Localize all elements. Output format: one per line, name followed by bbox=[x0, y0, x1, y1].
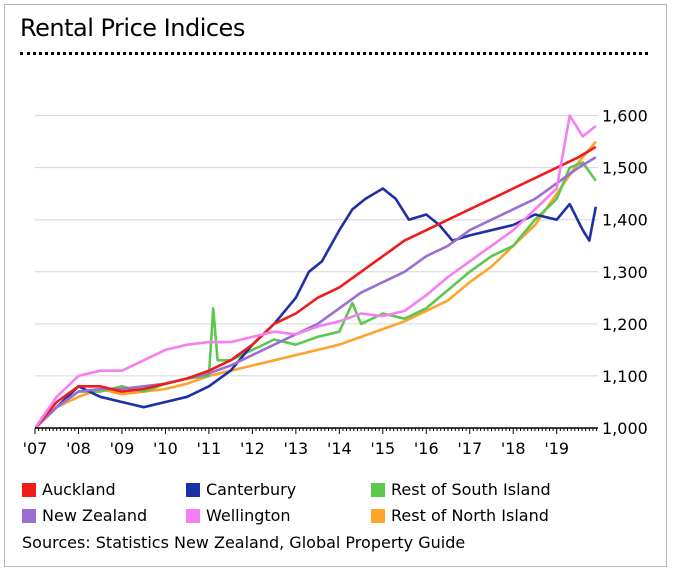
chart-title: Rental Price Indices bbox=[20, 14, 245, 42]
x-tick-label: '16 bbox=[414, 439, 439, 458]
legend-swatch bbox=[371, 483, 385, 497]
series-line-wellington bbox=[35, 114, 597, 428]
x-tick-label: '19 bbox=[544, 439, 569, 458]
y-tick-label: 1,600 bbox=[602, 107, 648, 126]
legend-item-auckland: Auckland bbox=[22, 481, 116, 499]
legend-label: New Zealand bbox=[42, 506, 148, 525]
y-tick-label: 1,500 bbox=[602, 159, 648, 178]
y-tick-label: 1,200 bbox=[602, 315, 648, 334]
line-chart: 1,000 1,100 1,200 1,300 1,400 1,500 1,600 '07 '0… bbox=[23, 107, 648, 458]
series-line-rest-of-north-island bbox=[35, 140, 597, 428]
legend-label: Auckland bbox=[42, 480, 116, 499]
legend-label: Rest of South Island bbox=[391, 480, 551, 499]
series-line-new-zealand bbox=[35, 156, 597, 428]
y-tick-label: 1,100 bbox=[602, 367, 648, 386]
legend-item-canterbury: Canterbury bbox=[186, 481, 296, 499]
x-tick-label: '07 bbox=[23, 439, 48, 458]
legend-item-wellington: Wellington bbox=[186, 507, 291, 525]
x-tick-label: '15 bbox=[370, 439, 395, 458]
sources-note: Sources: Statistics New Zealand, Global … bbox=[22, 533, 466, 552]
chart-frame bbox=[4, 4, 667, 567]
legend-swatch bbox=[371, 509, 385, 523]
series-line-rest-of-south-island bbox=[35, 161, 597, 428]
legend-label: Wellington bbox=[206, 506, 291, 525]
legend-item-rest-of-north-island: Rest of North Island bbox=[371, 507, 549, 525]
x-tick-label: '14 bbox=[327, 439, 352, 458]
x-tick-label: '10 bbox=[153, 439, 178, 458]
x-tick-label: '11 bbox=[197, 439, 222, 458]
legend-swatch bbox=[186, 509, 200, 523]
series-line-auckland bbox=[35, 145, 597, 428]
legend-swatch bbox=[22, 483, 36, 497]
x-tick-label: '13 bbox=[283, 439, 308, 458]
x-tick-label: '12 bbox=[240, 439, 265, 458]
legend-swatch bbox=[186, 483, 200, 497]
x-tick-label: '17 bbox=[457, 439, 482, 458]
legend-item-new-zealand: New Zealand bbox=[22, 507, 147, 525]
y-tick-label: 1,000 bbox=[602, 419, 648, 438]
y-tick-label: 1,400 bbox=[602, 211, 648, 230]
legend-item-rest-of-south-island: Rest of South Island bbox=[371, 481, 551, 499]
x-tick-label: '08 bbox=[66, 439, 91, 458]
x-tick-label: '18 bbox=[501, 439, 526, 458]
y-tick-label: 1,300 bbox=[602, 263, 648, 282]
legend-swatch bbox=[22, 509, 36, 523]
x-tick-label: '09 bbox=[110, 439, 135, 458]
legend-label: Rest of North Island bbox=[391, 506, 549, 525]
title-divider bbox=[20, 52, 648, 55]
legend-label: Canterbury bbox=[206, 480, 297, 499]
